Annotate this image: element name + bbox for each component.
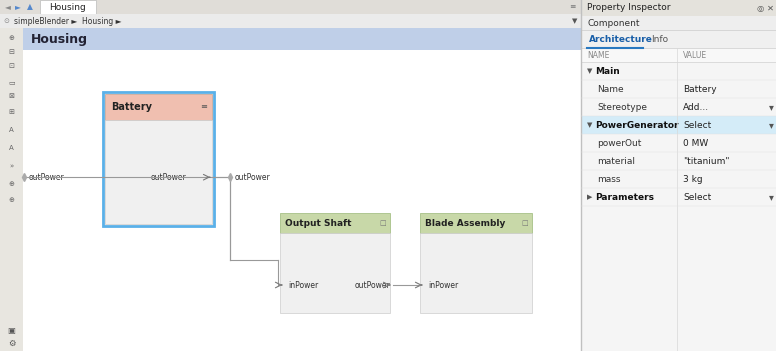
Text: ◄: ◄	[5, 2, 11, 12]
Bar	[23, 28, 581, 50]
Text: Select: Select	[683, 192, 712, 201]
Text: ⊞: ⊞	[9, 109, 15, 115]
Bar	[581, 48, 776, 62]
Text: ⊕: ⊕	[9, 181, 15, 187]
Text: NAME: NAME	[587, 51, 609, 60]
Text: ▾: ▾	[768, 120, 774, 130]
Text: ⊟: ⊟	[9, 49, 15, 55]
Text: inPower: inPower	[428, 280, 459, 290]
Text: Stereotype: Stereotype	[597, 102, 647, 112]
Text: ⚙: ⚙	[8, 338, 16, 347]
Text: Main: Main	[595, 66, 620, 75]
Text: □: □	[521, 220, 528, 226]
Text: ▲: ▲	[27, 2, 33, 12]
Bar	[23, 28, 581, 351]
Bar	[420, 233, 532, 313]
Text: A: A	[9, 145, 14, 151]
Text: ≡: ≡	[200, 102, 207, 112]
Text: Output Shaft: Output Shaft	[285, 219, 352, 227]
Text: Info: Info	[651, 34, 668, 44]
Text: ⊕: ⊕	[9, 197, 15, 203]
Text: "titanium": "titanium"	[683, 157, 729, 166]
Bar	[280, 233, 390, 313]
Text: outPower: outPower	[355, 280, 391, 290]
Bar	[280, 213, 390, 233]
Bar	[105, 120, 212, 224]
Text: Select: Select	[683, 120, 712, 130]
Text: outPower: outPower	[151, 173, 186, 182]
Text: ▶: ▶	[587, 194, 592, 200]
Bar	[103, 92, 214, 226]
Text: ✕: ✕	[767, 4, 774, 13]
Text: outPower: outPower	[29, 173, 64, 182]
Text: Housing: Housing	[31, 33, 88, 46]
Text: »: »	[9, 163, 14, 169]
Bar	[0, 14, 581, 28]
Text: powerOut: powerOut	[597, 139, 642, 147]
Text: ⊙: ⊙	[3, 18, 9, 24]
Text: material: material	[597, 157, 635, 166]
Bar	[105, 94, 212, 120]
Text: outPower: outPower	[235, 173, 271, 182]
Bar	[23, 50, 581, 351]
Text: Housing: Housing	[50, 2, 86, 12]
Text: mass: mass	[597, 174, 621, 184]
Text: 3 kg: 3 kg	[683, 174, 702, 184]
Text: ▼: ▼	[587, 68, 592, 74]
Text: 0 MW: 0 MW	[683, 139, 708, 147]
Text: ▾: ▾	[768, 192, 774, 202]
Text: ▾: ▾	[768, 102, 774, 112]
Bar	[581, 16, 776, 30]
Bar	[581, 30, 776, 48]
Text: ►: ►	[15, 2, 21, 12]
Text: ▭: ▭	[9, 79, 15, 85]
Text: ▼: ▼	[572, 18, 577, 24]
Bar	[0, 0, 776, 14]
Text: Name: Name	[597, 85, 624, 93]
Text: ▼: ▼	[587, 122, 592, 128]
Text: simpleBlender ►  Housing ►: simpleBlender ► Housing ►	[14, 16, 122, 26]
Bar	[581, 0, 776, 16]
Text: Battery: Battery	[683, 85, 716, 93]
Text: Property Inspector: Property Inspector	[587, 4, 670, 13]
Text: ⊡: ⊡	[9, 63, 15, 69]
Text: VALUE: VALUE	[683, 51, 707, 60]
Bar	[581, 116, 776, 134]
Text: ▣: ▣	[8, 326, 16, 336]
Bar	[40, 0, 96, 14]
Text: A: A	[9, 127, 14, 133]
Text: ≡: ≡	[570, 2, 576, 12]
Text: ⊠: ⊠	[9, 93, 15, 99]
Text: Add...: Add...	[683, 102, 709, 112]
Text: PowerGenerator: PowerGenerator	[595, 120, 678, 130]
Text: Parameters: Parameters	[595, 192, 654, 201]
Text: ⊕: ⊕	[9, 35, 15, 41]
Text: Component: Component	[587, 19, 639, 27]
Bar	[581, 0, 776, 351]
Text: ◎: ◎	[757, 4, 764, 13]
Bar	[0, 28, 23, 351]
Text: inPower: inPower	[288, 280, 318, 290]
Bar	[420, 213, 532, 233]
Text: Battery: Battery	[111, 102, 152, 112]
Text: Blade Assembly: Blade Assembly	[425, 219, 505, 227]
Text: □: □	[379, 220, 386, 226]
Text: Architecture: Architecture	[589, 34, 653, 44]
